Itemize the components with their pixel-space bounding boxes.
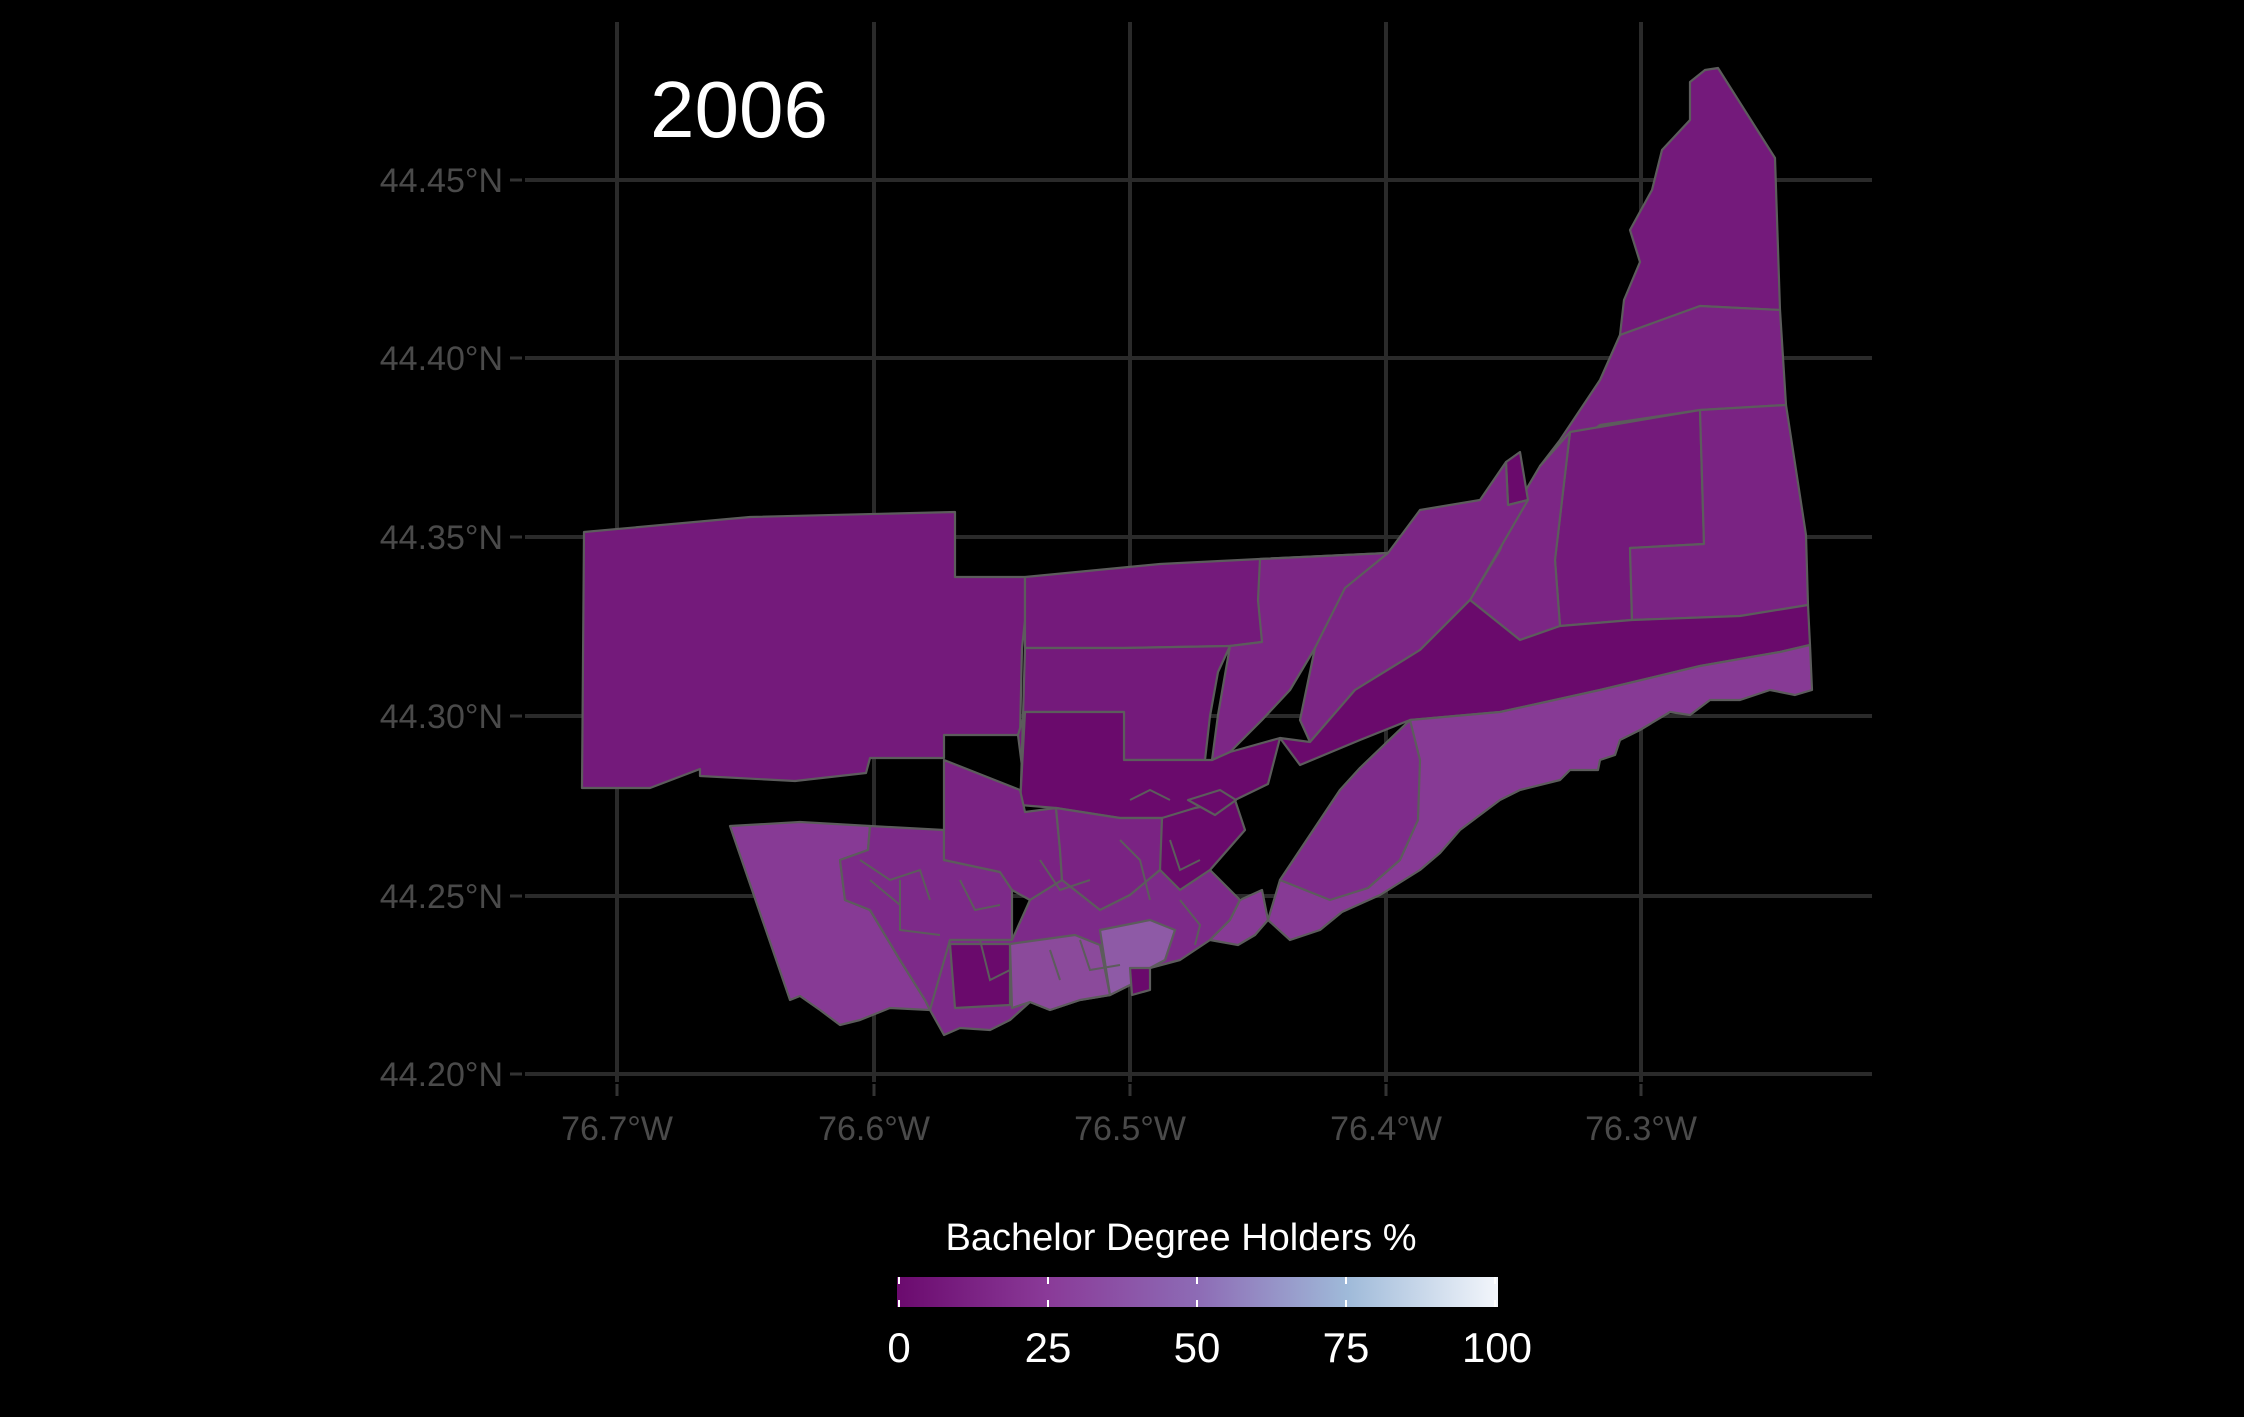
- region-west-rural: [580, 510, 1027, 790]
- region-northeast-band: [1538, 304, 1788, 468]
- choropleth-map: [580, 66, 1814, 1037]
- region-south-dark-2: [1128, 966, 1152, 997]
- x-axis-label: 76.6°W: [818, 1110, 930, 1148]
- region-south-lightest: [1098, 918, 1177, 997]
- map-title: 2006: [650, 65, 828, 154]
- x-axis-label: 76.7°W: [561, 1110, 673, 1148]
- region-small-dark: [1504, 450, 1530, 507]
- legend-label: 100: [1462, 1324, 1532, 1371]
- city-tract-lines: [859, 788, 1202, 982]
- x-axis-label: 76.4°W: [1330, 1110, 1442, 1148]
- legend-label: 75: [1323, 1324, 1370, 1371]
- legend-title: Bachelor Degree Holders %: [945, 1217, 1416, 1259]
- legend-ticks: [898, 1277, 1496, 1307]
- axis-ticks: [510, 178, 1643, 1096]
- x-axis-label: 76.3°W: [1585, 1110, 1697, 1148]
- region-southeast-shore: [1266, 643, 1814, 942]
- y-axis-labels: 44.45°N 44.40°N 44.35°N 44.30°N 44.25°N …: [380, 162, 503, 1094]
- y-axis-label: 44.20°N: [380, 1056, 503, 1094]
- x-axis-label: 76.5°W: [1074, 1110, 1186, 1148]
- legend-label: 0: [887, 1324, 910, 1371]
- y-axis-label: 44.25°N: [380, 878, 503, 916]
- region-southeast-mid: [1278, 718, 1422, 902]
- legend-label: 25: [1025, 1324, 1072, 1371]
- region-south-pale: [1008, 933, 1112, 1012]
- y-axis-label: 44.45°N: [380, 162, 503, 200]
- y-axis-label: 44.30°N: [380, 698, 503, 736]
- y-axis-label: 44.40°N: [380, 340, 503, 378]
- x-axis-labels: 76.7°W 76.6°W 76.5°W 76.4°W 76.3°W: [561, 1110, 1697, 1148]
- region-lakeshore: [1208, 888, 1270, 947]
- legend-label: 50: [1174, 1324, 1221, 1371]
- region-small-north: [1186, 788, 1238, 817]
- y-axis-label: 44.35°N: [380, 519, 503, 557]
- legend: Bachelor Degree Holders % 0 25 50 75 100: [887, 1217, 1532, 1371]
- region-south-dark: [948, 942, 1012, 1010]
- region-northeast-tip: [1618, 66, 1782, 337]
